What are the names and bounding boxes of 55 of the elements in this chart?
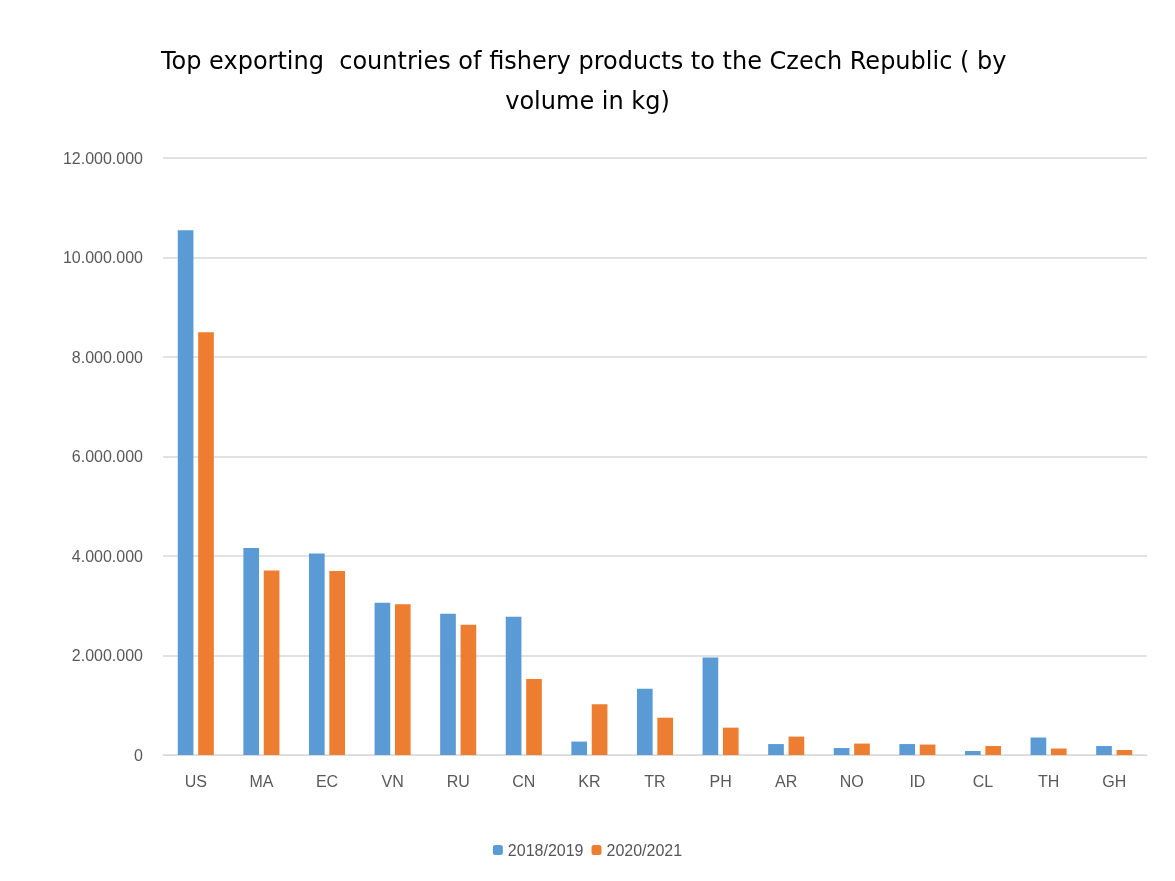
y-tick-label: 0 — [134, 746, 144, 764]
y-tick-label: 2.000.000 — [71, 647, 144, 664]
bar — [1030, 737, 1047, 755]
bar — [263, 570, 280, 755]
chart-title: Top exporting countries of fishery products to the Czech Republic ( by volume in kg) — [159, 47, 1015, 115]
x-tick-label: RU — [446, 772, 470, 790]
x-tick-label: TR — [644, 772, 666, 790]
bar — [177, 230, 194, 755]
x-tick-label: CL — [972, 772, 994, 790]
bar — [833, 748, 850, 755]
x-tick-label: EC — [315, 772, 339, 790]
bar — [460, 624, 477, 755]
x-tick-label: PH — [709, 772, 732, 790]
bar — [374, 602, 391, 755]
x-tick-label: NO — [839, 772, 864, 790]
bar — [964, 751, 981, 755]
bar — [788, 736, 805, 755]
y-tick-label: 8.000.000 — [71, 348, 144, 366]
bar — [768, 744, 784, 755]
x-tick-label: MA — [249, 772, 274, 790]
bar — [243, 548, 260, 755]
x-tick-label: GH — [1102, 772, 1127, 790]
x-tick-label: KR — [578, 772, 601, 790]
y-tick-label: 12.000.000 — [62, 149, 144, 167]
y-tick-label: 4.000.000 — [71, 547, 144, 565]
bar — [308, 553, 325, 755]
bar — [919, 744, 936, 755]
bar — [702, 657, 719, 755]
bar — [394, 604, 411, 755]
bar — [722, 727, 739, 755]
x-tick-label: US — [184, 772, 207, 790]
bar — [591, 704, 608, 755]
bar — [329, 570, 346, 755]
legend-label: 2018/2019 — [507, 841, 584, 859]
y-tick-label: 6.000.000 — [71, 448, 144, 465]
bar — [440, 613, 456, 755]
legend-label: 2020/2021 — [606, 841, 683, 859]
y-tick-label: 10.000.000 — [62, 249, 144, 266]
bar — [636, 688, 653, 755]
bar — [571, 741, 588, 755]
bar — [1096, 746, 1112, 755]
x-tick-label: CN — [512, 772, 536, 790]
bar — [657, 717, 674, 755]
x-tick-label: ID — [909, 772, 926, 790]
bar — [1116, 750, 1133, 755]
bar — [505, 616, 522, 755]
bar — [899, 744, 916, 755]
x-tick-label: TH — [1037, 772, 1060, 790]
bar — [1050, 748, 1067, 755]
x-tick-label: AR — [775, 772, 798, 790]
bar — [985, 746, 1002, 755]
bar — [854, 743, 870, 755]
bar — [198, 332, 214, 755]
bar — [526, 678, 542, 755]
x-tick-label: VN — [381, 772, 404, 790]
